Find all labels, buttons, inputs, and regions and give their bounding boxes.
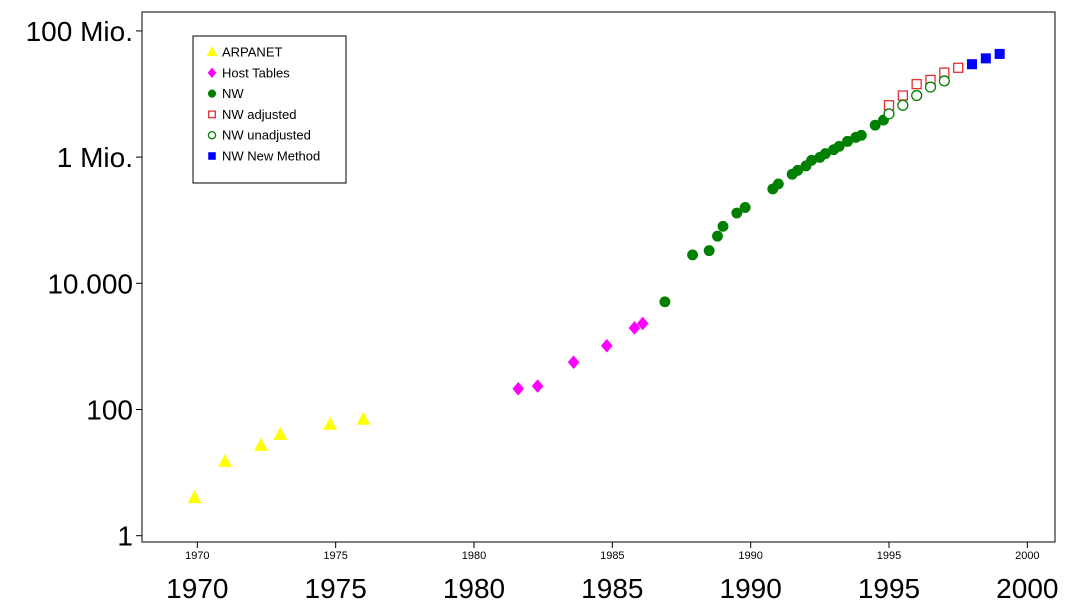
data-point [567,355,580,370]
plot-area-frame [141,11,1056,543]
data-point [717,220,729,232]
data-point [833,140,845,152]
legend-label: ARPANET [222,45,282,60]
x-tick-label-small: 1995 [877,550,901,562]
x-tick-label-small: 1980 [462,550,486,562]
data-point [911,89,923,102]
data-point [512,381,525,396]
data-point [731,207,743,219]
x-tick-label-small: 1970 [185,550,209,562]
data-point [628,321,641,335]
legend-label: NW adjusted [222,107,296,122]
data-point [924,81,937,93]
y-tick-label: 1 [117,521,133,552]
series-nw [659,114,889,308]
legend-marker [207,130,217,140]
legend-label: Host Tables [222,65,290,80]
series-layer [187,48,1005,504]
data-point [994,48,1005,59]
data-point [531,379,544,393]
data-point [911,78,922,90]
x-tick-label-large: 1995 [858,573,920,603]
data-point [659,296,671,308]
x-tick-label-large: 1990 [720,573,782,603]
data-point [356,411,371,425]
data-point [869,119,881,131]
x-axis: 1970 1970 1975 1975 1980 1980 1985 1985 1990 1990… [166,542,1058,603]
data-point [687,249,699,261]
y-tick-label: 10.000 [47,268,133,299]
data-point [980,53,991,64]
legend-marker [207,67,217,78]
data-point [855,129,867,141]
data-point [792,164,804,176]
x-tick-label-large: 1970 [166,573,228,603]
data-point [254,437,268,451]
x-tick-label-large: 2000 [996,573,1058,603]
data-point [739,202,751,213]
legend-label: NW unadjusted [222,128,311,143]
data-point [323,416,338,430]
y-tick-label: 100 Mio. [26,16,133,47]
data-point [218,453,232,467]
legend-box [192,35,347,184]
y-axis: 1 100 10.000 1 Mio. 100 Mio. [26,16,142,552]
y-tick-label: 100 [86,395,133,426]
data-point [601,338,613,353]
data-point [897,90,908,101]
data-point [712,230,723,242]
series-nw-adjusted [883,62,964,111]
x-tick-label-small: 1985 [600,550,624,562]
data-point [636,316,649,331]
series-arpanet [187,411,371,504]
data-point [187,490,202,504]
data-point [883,108,895,120]
legend-marker [208,152,216,160]
data-point [953,62,964,73]
series-host-tables [512,316,649,396]
y-tick-label: 1 Mio. [57,142,133,173]
x-tick-label-small: 1990 [738,550,762,562]
legend-marker [206,46,218,57]
x-tick-label-large: 1975 [305,573,367,603]
series-nw-new-method [966,48,1005,70]
data-point [938,75,950,87]
x-tick-label-small: 1975 [323,550,347,562]
data-point [273,426,288,441]
data-point [897,99,909,111]
x-tick-label-large: 1985 [581,573,643,603]
data-point [772,178,784,190]
x-tick-label-small: 2000 [1015,550,1039,562]
legend-marker [208,110,216,119]
legend-label: NW [222,86,244,101]
legend-marker [207,89,217,98]
data-point [703,245,715,257]
series-nw-unadjusted [883,75,950,120]
data-point [966,59,978,70]
legend: ARPANET Host Tables NW NW adjusted NW unadju… [192,35,347,184]
legend-label: NW New Method [222,149,320,164]
x-tick-label-large: 1980 [443,573,505,603]
